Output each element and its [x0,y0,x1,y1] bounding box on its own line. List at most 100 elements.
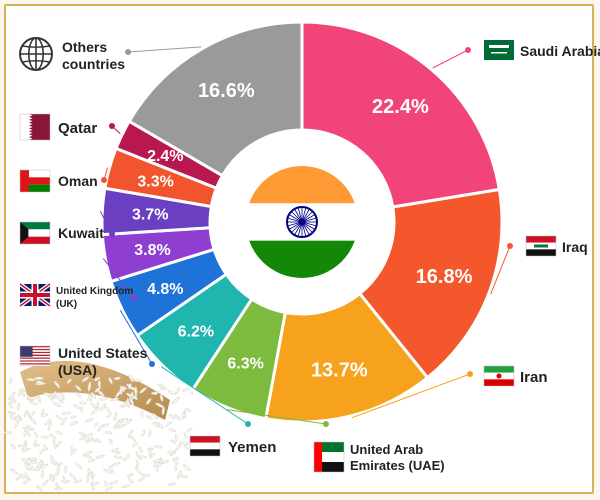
rice-grain [113,455,123,459]
callout-united-states-usa: United States (USA) [19,310,155,378]
rice-grain [109,438,113,445]
rice-grain [145,415,153,420]
uae-flag [313,441,345,473]
iran-flag [483,365,515,387]
rice-grain [13,415,22,419]
rice-grain [148,429,152,437]
rice-grain [52,472,60,478]
rice-grain [78,401,87,405]
usa-flag [19,345,51,367]
saudi-arabia-flag [484,40,514,60]
country-label: Kuwait [58,225,104,241]
rice-grain [24,472,29,480]
rice-grain [28,411,36,418]
rice-grain [128,478,134,484]
rice-grain [123,453,131,461]
value-label-iran: 13.7% [311,359,368,381]
rice-grain [130,436,136,442]
rice-grain [102,468,112,474]
rice-grain [165,421,172,428]
country-label: Saudi Arabia [520,43,600,59]
rice-grain [121,484,131,489]
rice-grain [60,398,65,404]
rice-grain [179,441,189,445]
rice-grain [149,452,155,459]
rice-grain [109,480,119,485]
leader-dot [109,123,115,129]
callout-oman: Oman [19,167,108,193]
rice-grain [9,468,19,475]
iraq-flag [525,235,557,257]
rice-grain [180,474,189,479]
rice-grain [99,397,109,401]
rice-grain [87,459,96,463]
globe-icon [19,37,53,71]
rice-grain [146,398,152,405]
rice-grain [104,486,113,492]
rice-grain [97,380,101,388]
rice-grain [94,386,101,393]
rice-grain [108,465,115,473]
rice-grain [66,378,72,384]
rice-grain [127,429,134,439]
leader-dot [125,49,131,55]
rice-grain [37,394,41,403]
leader-line [432,49,469,69]
rice-grain [134,467,143,475]
rice-grain [33,443,41,447]
leader-dot [507,243,513,249]
rice-grain [166,451,176,455]
rice-grain [29,401,38,405]
callout-kuwait: Kuwait [19,210,115,245]
value-label-others-countries: 16.6% [198,80,255,102]
rice-grain [168,428,177,432]
rice-grain [175,443,182,452]
rice-grain [49,433,57,440]
leader-dot [323,421,329,427]
uk-flag [18,282,52,308]
rice-grain [96,438,102,444]
leader-dot [467,371,473,377]
rice-grain [9,400,17,404]
slice-saudi-arabia [300,20,502,209]
rice-grain [110,397,120,402]
oman-flag [19,169,51,193]
rice-grain [69,415,77,419]
country-label: Yemen [228,439,276,456]
rice-grain [126,397,130,409]
rice-grain [36,460,43,469]
rice-grain [80,406,84,413]
rice-grain [75,385,82,392]
rice-grain [39,448,45,455]
rice-grain [34,376,44,380]
rice-grain [34,432,39,438]
rice-grain [97,423,105,432]
rice-grain [60,479,71,483]
rice-grain [90,481,100,486]
rice-grain [118,424,126,429]
leader-line [160,366,249,425]
rice-grain [186,427,193,432]
rice-grain [28,468,38,471]
callout-iran: Iran [351,365,548,419]
leader-line [226,409,327,425]
rice-grain [181,410,186,420]
value-label-oman: 3.3% [137,174,173,191]
rice-grain [148,448,152,457]
rice-grain [70,448,77,455]
rice-grain [174,414,181,421]
rice-grain [23,410,28,418]
rice-grain [152,459,163,463]
rice-grain [168,482,176,486]
rice-grain [69,420,79,426]
rice-grain [44,418,52,426]
rice-grain [141,429,146,437]
leader-line [119,310,153,365]
rice-grain [40,413,49,418]
rice-grain [137,455,148,459]
rice-grain [56,440,62,447]
rice-grain [29,460,38,464]
rice-grain [59,392,65,399]
callouts: Saudi Arabia Iraq Iran United Arab Emirates … [18,37,600,473]
